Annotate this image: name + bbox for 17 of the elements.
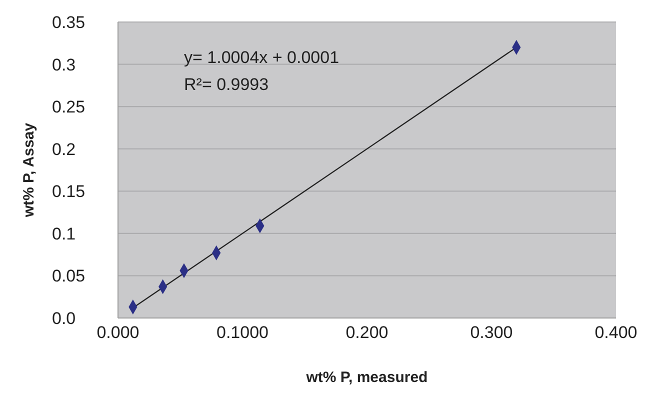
- x-axis-title: wt% P, measured: [305, 369, 428, 386]
- x-tick-label: 0.200: [346, 323, 388, 342]
- y-tick-label: 0.25: [52, 98, 86, 117]
- y-tick-label: 0.15: [52, 182, 86, 202]
- y-tick-label: 0.0: [52, 309, 76, 328]
- x-tick-label: 0.000: [96, 323, 140, 342]
- y-tick-label: 0.2: [52, 140, 76, 159]
- annotation: R²= 0.9993: [184, 74, 270, 96]
- annotation: y= 1.0004x + 0.0001: [184, 47, 340, 69]
- x-tick-label: 0.1000: [216, 323, 268, 342]
- y-tick-label: 0.3: [52, 55, 76, 74]
- x-tick-label: 0.300: [470, 323, 513, 342]
- y-axis-title: wt% P, Assay: [20, 122, 38, 218]
- y-tick-label: 0.1: [52, 224, 76, 244]
- y-tick-label: 0.05: [52, 266, 86, 286]
- x-tick-label: 0.400: [594, 323, 638, 342]
- y-tick-label: 0.35: [52, 13, 86, 32]
